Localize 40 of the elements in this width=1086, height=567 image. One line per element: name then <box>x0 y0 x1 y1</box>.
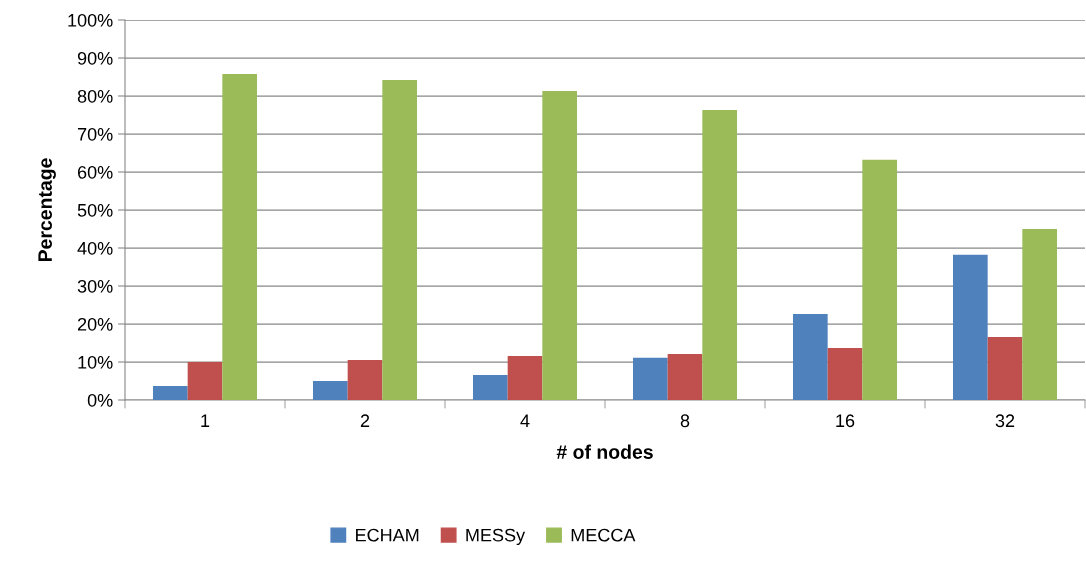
bar <box>633 357 668 400</box>
bar <box>153 385 188 400</box>
x-tick-label: 16 <box>836 414 855 428</box>
bar <box>507 355 543 400</box>
y-tick-label: 60% <box>77 165 113 179</box>
bar <box>473 374 508 400</box>
y-tick-label: 90% <box>77 51 113 65</box>
y-tick-label: 70% <box>77 127 113 141</box>
y-tick-label: 30% <box>77 279 113 293</box>
y-tick-label: 40% <box>77 241 113 255</box>
bar <box>987 336 1023 400</box>
bar <box>347 360 383 400</box>
legend-label: ECHAM <box>356 528 419 542</box>
bar <box>382 80 417 400</box>
bar <box>542 91 577 400</box>
x-tick-label: 4 <box>520 414 530 427</box>
legend-label: MESSy <box>466 528 526 546</box>
bar <box>313 381 348 400</box>
y-tick-label: 0% <box>87 393 113 407</box>
bar <box>702 110 737 400</box>
bar <box>953 254 988 400</box>
x-tick-label: 1 <box>201 414 210 427</box>
bar <box>1022 229 1057 400</box>
y-tick-label: 80% <box>77 89 113 103</box>
legend-label: MECCA <box>571 528 636 542</box>
y-tick-label: 20% <box>77 317 113 331</box>
x-tick-label: 32 <box>995 414 1015 428</box>
y-tick-label: 10% <box>78 355 113 369</box>
bar <box>793 314 828 400</box>
y-tick-label: 50% <box>77 203 113 217</box>
x-axis-title: # of nodes <box>556 444 653 459</box>
x-tick-label: 8 <box>680 414 690 428</box>
bar <box>667 354 703 400</box>
bar <box>862 159 897 400</box>
y-tick-label: 100% <box>68 13 113 27</box>
bar <box>222 73 257 400</box>
x-tick-label: 2 <box>360 414 370 427</box>
bar <box>187 362 223 400</box>
bar <box>827 347 863 400</box>
y-axis-title: Percentage <box>38 158 56 262</box>
